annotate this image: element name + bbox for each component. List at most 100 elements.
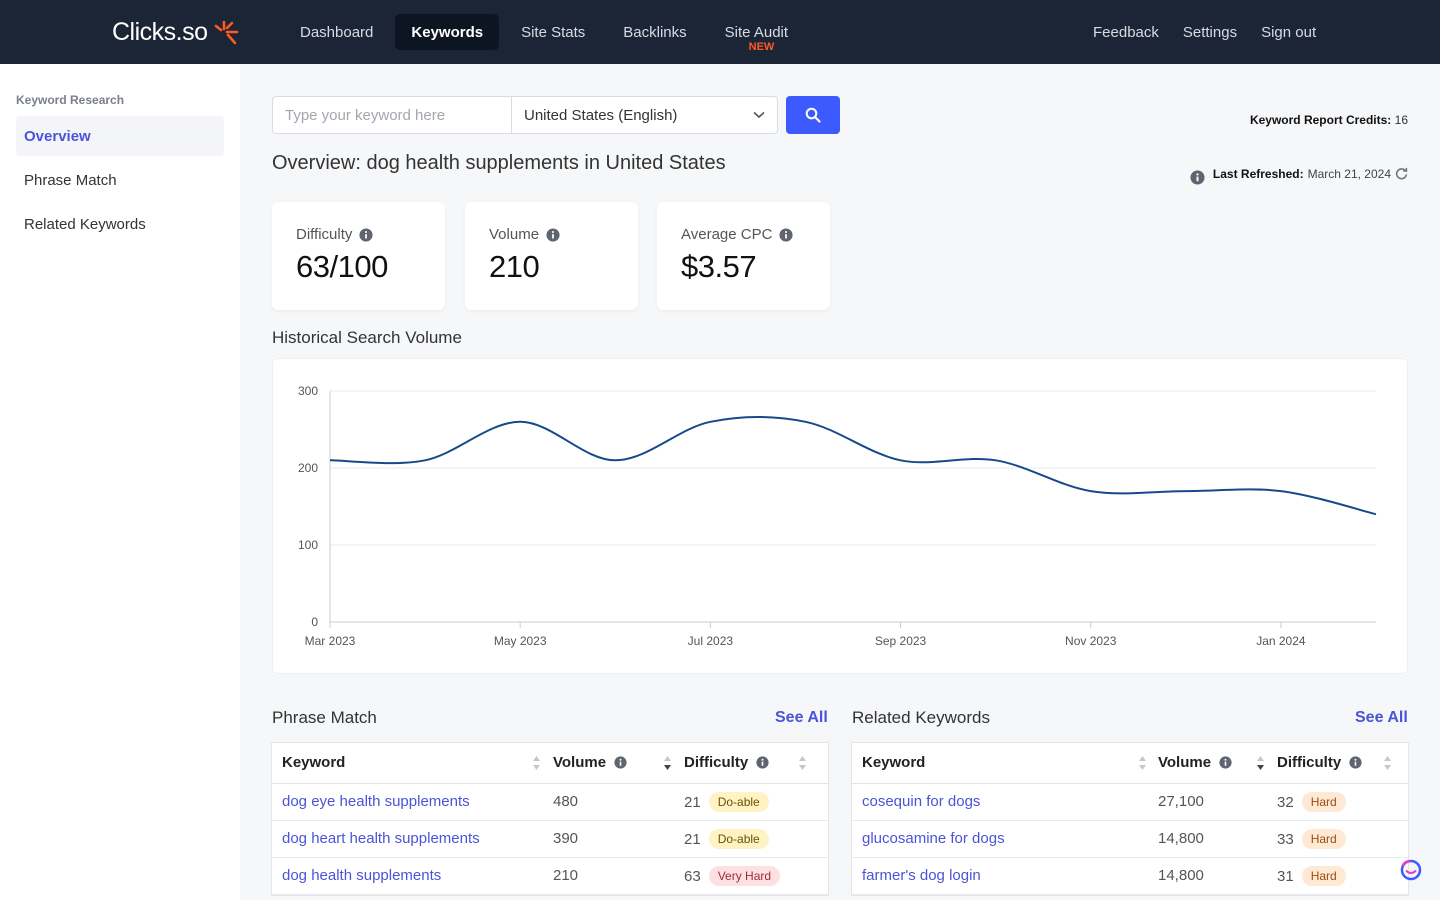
brand-logo[interactable]: Clicks.so [112,18,240,47]
info-icon[interactable] [546,227,560,242]
nav-settings[interactable]: Settings [1171,14,1249,50]
sort-icon[interactable] [1138,755,1147,771]
column-label: Difficulty [684,754,749,772]
table-row: glucosamine for dogs 14,800 33 Hard [852,820,1408,858]
difficulty-badge: Hard [1301,791,1346,812]
credits-value: 16 [1394,113,1408,127]
sidebar-item-label: Overview [24,127,91,145]
column-label: Volume [1158,754,1212,772]
keyword-link[interactable]: cosequin for dogs [852,783,1158,821]
phrase-match-title: Phrase Match [272,708,377,727]
volume-card: Volume 210 [465,202,638,310]
column-keyword[interactable]: Keyword [272,743,553,784]
info-icon[interactable] [614,756,627,769]
top-navbar: Clicks.so Dashboard Keywords Site Stats … [0,0,1440,64]
info-icon[interactable] [779,227,793,242]
sidebar: Keyword Research Overview Phrase Match R… [0,64,240,900]
nav-dashboard[interactable]: Dashboard [284,14,389,50]
volume-label: Volume [489,226,540,243]
sidebar-item-label: Phrase Match [24,171,117,189]
sort-icon[interactable] [532,755,541,771]
keyword-link[interactable]: glucosamine for dogs [852,820,1158,858]
chat-support-icon[interactable] [1399,858,1423,882]
brand-name: Clicks.so [112,18,208,46]
keyword-link[interactable]: dog health supplements [272,857,553,895]
info-icon[interactable] [1190,170,1205,185]
sort-icon[interactable] [1383,755,1392,771]
difficulty-cell: 63 Very Hard [684,857,828,895]
main-nav: Dashboard Keywords Site Stats Backlinks … [284,14,810,54]
difficulty-badge: Very Hard [708,865,781,886]
difficulty-score: 21 [684,830,701,848]
keyword-link[interactable]: dog eye health supplements [272,783,553,821]
volume-value: 210 [489,249,540,284]
nav-site-stats-label: Site Stats [521,23,586,41]
last-refreshed-date: March 21, 2024 [1307,166,1391,181]
sidebar-item-phrase-match[interactable]: Phrase Match [16,160,224,200]
table-row: dog heart health supplements 390 21 Do-ab… [272,820,828,858]
y-tick-label: 300 [298,384,318,398]
sidebar-item-related-keywords[interactable]: Related Keywords [16,204,224,244]
spark-icon [214,20,238,44]
difficulty-badge: Do-able [708,791,769,812]
history-chart: 0 100 200 300 Mar 2023 May 2023 Jul 2023 Sep 20… [272,358,1408,674]
column-difficulty[interactable]: Difficulty [684,743,828,784]
keyword-link[interactable]: farmer's dog login [852,857,1158,895]
nav-sign-out[interactable]: Sign out [1249,14,1328,50]
difficulty-value: 63/100 [296,249,388,284]
related-keywords-table: Keyword Volume Difficulty cosequin for d… [851,742,1409,896]
search-button[interactable] [786,96,840,134]
difficulty-score: 32 [1277,793,1294,811]
table-row: cosequin for dogs 27,100 32 Hard [852,783,1408,821]
nav-keywords-label: Keywords [411,23,484,41]
difficulty-cell: 32 Hard [1277,783,1408,821]
column-difficulty[interactable]: Difficulty [1277,743,1408,784]
related-keywords-see-all-link[interactable]: See All [1355,709,1408,726]
difficulty-cell: 31 Hard [1277,857,1408,895]
country-select-value: United States (English) [524,106,678,124]
keyword-link[interactable]: dog heart health supplements [272,820,553,858]
sort-desc-icon[interactable] [1256,755,1265,771]
nav-site-audit[interactable]: Site Audit NEW [709,14,804,54]
account-nav: Feedback Settings Sign out [1081,14,1328,50]
nav-dashboard-label: Dashboard [300,23,374,41]
new-badge: NEW [748,41,775,53]
difficulty-badge: Hard [1301,865,1346,886]
info-icon[interactable] [1219,756,1232,769]
average-cpc-card: Average CPC $3.57 [657,202,830,310]
refresh-icon[interactable] [1395,167,1408,180]
report-credits: Keyword Report Credits: 16 [1250,113,1408,127]
sidebar-item-overview[interactable]: Overview [16,116,224,156]
info-icon[interactable] [359,227,373,242]
country-select[interactable]: United States (English) [511,96,778,134]
sort-icon[interactable] [798,755,807,771]
difficulty-score: 63 [684,867,701,885]
column-volume[interactable]: Volume [1158,743,1277,784]
nav-sign-out-label: Sign out [1261,23,1317,41]
phrase-match-see-all-link[interactable]: See All [775,709,828,726]
keyword-search-input[interactable] [272,96,512,134]
nav-site-stats[interactable]: Site Stats [505,14,601,50]
difficulty-badge: Do-able [708,828,769,849]
volume-cell: 27,100 [1158,783,1277,821]
x-tick-label: Mar 2023 [305,634,356,648]
difficulty-cell: 21 Do-able [684,820,828,858]
column-label: Keyword [862,754,926,772]
table-row: dog health supplements 210 63 Very Hard [272,857,828,895]
nav-site-audit-label: Site Audit [724,23,789,41]
last-refreshed: Last Refreshed: March 21, 2024 [1190,162,1408,185]
nav-feedback[interactable]: Feedback [1081,14,1171,50]
column-keyword[interactable]: Keyword [852,743,1158,784]
table-row: dog eye health supplements 480 21 Do-able [272,783,828,821]
sort-desc-icon[interactable] [663,755,672,771]
nav-feedback-label: Feedback [1093,23,1159,41]
nav-backlinks[interactable]: Backlinks [607,14,702,50]
y-tick-label: 100 [298,538,318,552]
column-volume[interactable]: Volume [553,743,684,784]
info-icon[interactable] [1349,756,1362,769]
nav-keywords[interactable]: Keywords [395,14,500,50]
chevron-down-icon [753,111,765,119]
difficulty-score: 33 [1277,830,1294,848]
info-icon[interactable] [756,756,769,769]
difficulty-cell: 33 Hard [1277,820,1408,858]
